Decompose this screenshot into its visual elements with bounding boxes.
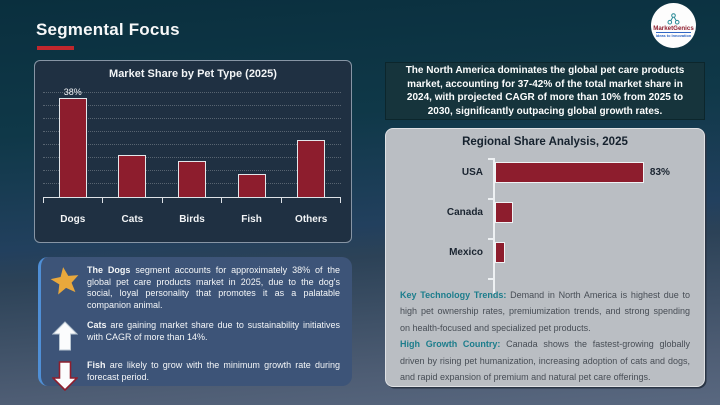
axis-label-others: Others (295, 214, 328, 225)
gridline (43, 118, 341, 119)
star-icon (43, 265, 87, 295)
logo-name: MarketGenics (653, 24, 694, 32)
hbar-mexico (494, 242, 506, 263)
axis-tick (221, 198, 280, 203)
hbar-usa (494, 162, 644, 183)
axis-tick (488, 278, 494, 280)
callout-dogs: The Dogs segment accounts for approximat… (43, 265, 340, 311)
hbar-rows: USA 83% Canada Mexico (398, 162, 692, 263)
axis-tick (280, 198, 340, 203)
hbar-row-mexico: Mexico (398, 242, 692, 263)
gridline (43, 105, 341, 106)
pet-type-chart-title: Market Share by Pet Type (2025) (109, 68, 277, 80)
up-arrow-icon (43, 320, 87, 351)
note-high-growth-country-body: Canada shows the fastest-growing globall… (400, 339, 690, 383)
bar-column-cats (103, 155, 163, 197)
axis-tick (161, 198, 221, 203)
company-logo: MarketGenics Ideas to Innovation (651, 3, 696, 48)
callout-cats-text: Cats are gaining market share due to sus… (87, 320, 340, 343)
bar-column-dogs: 38% (43, 87, 103, 197)
callout-fish-lead: Fish (87, 360, 106, 370)
bar-cats (118, 155, 147, 197)
bar-birds (177, 160, 206, 197)
hbar-label-canada: Canada (446, 207, 483, 218)
title-underline (37, 46, 74, 50)
callout-dogs-body: segment accounts for approximately 38% o… (87, 265, 340, 310)
callout-cats: Cats are gaining market share due to sus… (43, 320, 340, 351)
axis-tick (488, 238, 494, 240)
callout-cats-body: are gaining market share due to sustaina… (87, 320, 340, 342)
callout-fish: Fish are likely to grow with the minimum… (43, 360, 340, 391)
callout-fish-body: are likely to grow with the minimum grow… (87, 360, 340, 382)
callout-dogs-lead: The Dogs (87, 265, 131, 275)
axis-tick (102, 198, 161, 203)
regional-analysis-panel: Regional Share Analysis, 2025 USA 83% Cana… (385, 128, 705, 387)
hbar-canada (494, 202, 513, 223)
gridline (43, 144, 341, 145)
callout-cats-lead: Cats (87, 320, 107, 330)
hbar-axis-line (493, 158, 495, 294)
axis-tick (488, 198, 494, 200)
vbar-ticks (43, 198, 341, 203)
hbar-data-label-usa: 83% (649, 167, 670, 178)
page-title: Segmental Focus (36, 20, 180, 39)
down-arrow-icon (43, 360, 87, 391)
hbar-label-usa: USA (461, 167, 483, 178)
axis-label-birds: Birds (179, 214, 205, 225)
north-america-highlight-text: The North America dominates the global p… (405, 65, 685, 117)
note-high-growth-country: High Growth Country: Canada shows the fa… (400, 336, 690, 385)
gridline (43, 157, 341, 158)
bar-data-label-dogs: 38% (63, 87, 82, 98)
bar-others (297, 139, 326, 197)
axis-label-fish: Fish (241, 214, 262, 225)
gridline (43, 131, 341, 132)
axis-tick (488, 158, 494, 160)
axis-label-cats: Cats (121, 214, 144, 225)
hbar-label-mexico: Mexico (449, 247, 483, 258)
bar-fish (237, 173, 266, 197)
molecule-icon (667, 12, 680, 25)
bar-column-others (281, 139, 341, 197)
callout-dogs-text: The Dogs segment accounts for approximat… (87, 265, 340, 311)
note-technology-trends-body: Demand in North America is highest due t… (400, 290, 690, 333)
north-america-highlight: The North America dominates the global p… (385, 62, 705, 120)
hbar-row-usa: USA 83% (398, 162, 692, 183)
gridline (43, 92, 341, 93)
regional-chart-title: Regional Share Analysis, 2025 (462, 136, 628, 148)
logo-tagline: Ideas to Innovation (655, 32, 692, 39)
vbar-labels: Dogs Cats Birds Fish Others (43, 214, 341, 225)
hbar-chart-area: USA 83% Canada Mexico (398, 158, 692, 294)
note-technology-trends: Key Technology Trends: Demand in North A… (400, 287, 690, 336)
note-high-growth-country-lead: High Growth Country: (400, 339, 501, 350)
axis-tick (43, 198, 102, 203)
bar-column-fish (222, 173, 282, 197)
bar-column-birds (162, 160, 222, 197)
callout-fish-text: Fish are likely to grow with the minimum… (87, 360, 340, 383)
pet-type-chart-panel: Market Share by Pet Type (2025) 38% Dogs… (34, 60, 352, 243)
regional-notes: Key Technology Trends: Demand in North A… (400, 287, 690, 385)
bar-dogs (58, 98, 87, 197)
vbar-plot: 38% (43, 82, 341, 198)
note-technology-trends-lead: Key Technology Trends: (400, 290, 507, 300)
callouts-panel: The Dogs segment accounts for approximat… (38, 257, 352, 391)
axis-label-dogs: Dogs (60, 214, 86, 225)
hbar-row-canada: Canada (398, 202, 692, 223)
